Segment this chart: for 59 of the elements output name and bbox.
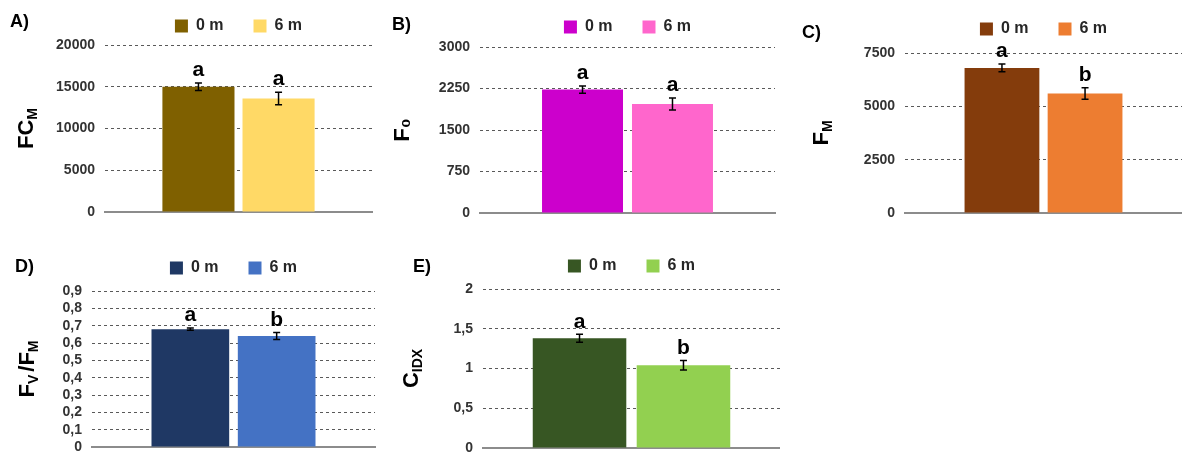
y-tick-label: 0,5: [62, 351, 83, 368]
y-axis-title: F₀: [389, 118, 415, 142]
chart-title: C): [802, 21, 821, 42]
y-tick-label: 0,1: [62, 420, 83, 437]
y-tick-label: 0,4: [62, 368, 83, 385]
annotation: b: [1078, 62, 1092, 86]
annotation: b: [270, 306, 284, 330]
chart-title: D): [15, 255, 34, 276]
legend-label: 6 m: [274, 16, 303, 34]
annotation: b: [677, 334, 690, 358]
legend-label: 0 m: [195, 16, 224, 34]
y-tick-label: 0: [465, 438, 474, 454]
y-tick-label: 0,9: [62, 281, 83, 298]
y-tick-label: 0,8: [62, 299, 83, 316]
y-axis-title: FCM: [13, 108, 41, 149]
y-tick-label: 0: [74, 437, 83, 454]
y-tick-label: 0: [87, 202, 96, 219]
y-tick-label: 1: [465, 359, 474, 376]
y-tick-label: 0,2: [62, 403, 83, 420]
legend-label: 0 m: [584, 17, 613, 35]
y-tick-label: 7500: [863, 43, 896, 60]
chart-title: B): [392, 13, 411, 34]
y-tick-label: 1500: [438, 120, 471, 137]
chart-title: A): [10, 10, 29, 31]
y-tick-label: 5000: [863, 97, 896, 114]
y-tick-label: 10000: [56, 119, 96, 136]
y-axis-title: FM: [808, 120, 836, 146]
y-tick-label: 0: [462, 203, 471, 220]
y-tick-label: 2: [465, 279, 474, 296]
annotation: a: [192, 57, 205, 81]
y-tick-label: 750: [446, 162, 471, 179]
annotation: a: [576, 60, 589, 84]
y-axis-title: CIDX: [398, 348, 426, 389]
chart-title: E): [413, 255, 432, 276]
y-tick-label: 1,5: [453, 319, 474, 336]
y-tick-label: 0,6: [62, 333, 83, 350]
y-tick-label: 5000: [63, 161, 96, 178]
legend-label: 0 m: [190, 258, 219, 276]
y-tick-label: 20000: [56, 35, 96, 52]
y-tick-label: 15000: [56, 77, 96, 94]
y-tick-label: 2250: [438, 79, 471, 96]
y-tick-label: 2500: [863, 150, 896, 167]
y-tick-label: 0,7: [62, 316, 83, 333]
legend-label: 0 m: [588, 256, 617, 274]
annotation: a: [996, 38, 1009, 62]
legend-label: 6 m: [269, 258, 298, 276]
legend-label: 0 m: [1000, 19, 1029, 37]
legend-label: 6 m: [667, 256, 696, 274]
y-tick-label: 0,3: [62, 385, 83, 402]
annotation: a: [272, 66, 285, 90]
legend-label: 6 m: [1079, 19, 1108, 37]
annotation: a: [573, 308, 586, 332]
y-tick-label: 3000: [438, 37, 471, 54]
annotation: a: [184, 302, 197, 326]
y-tick-label: 0,5: [453, 399, 474, 416]
legend-label: 6 m: [663, 17, 692, 35]
y-tick-label: 0: [887, 203, 896, 220]
y-axis-title: FV/FM: [14, 340, 42, 398]
annotation: a: [666, 72, 679, 96]
